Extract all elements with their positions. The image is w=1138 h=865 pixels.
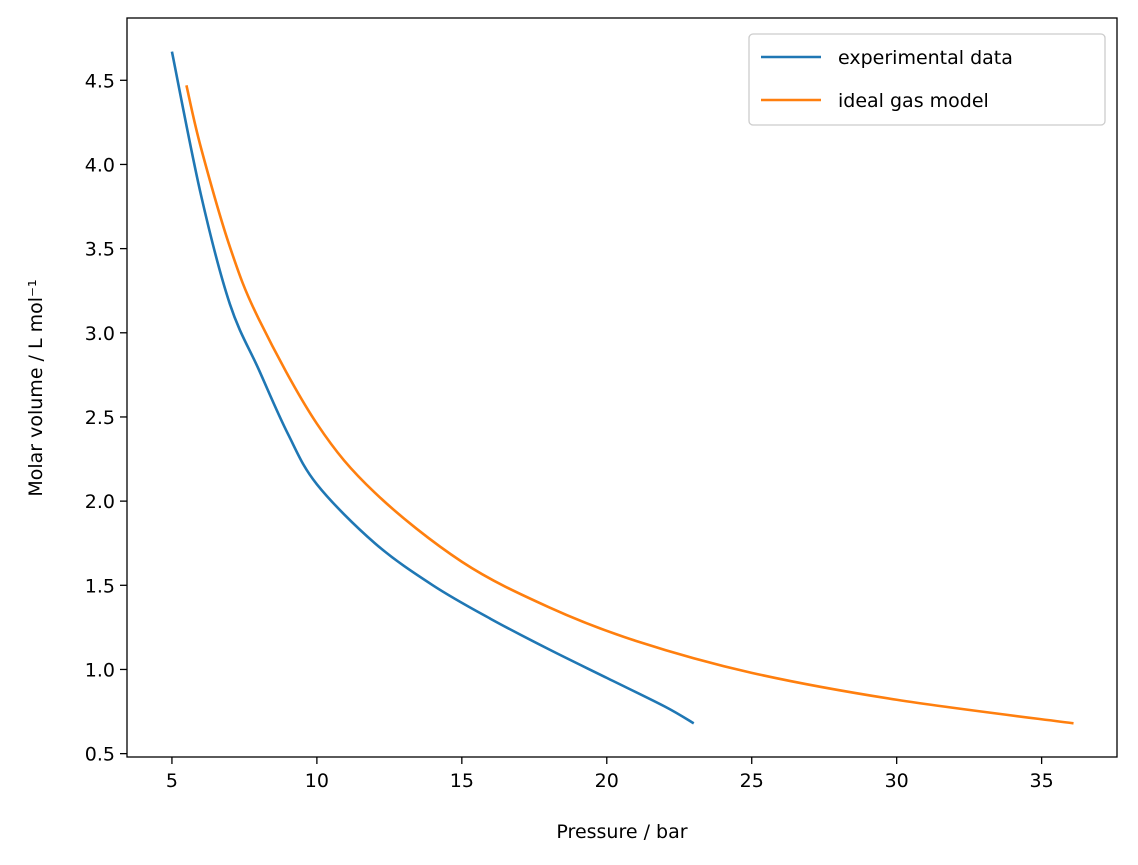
x-tick-label: 20 xyxy=(595,770,619,792)
x-tick-label: 5 xyxy=(166,770,178,792)
x-tick-label: 30 xyxy=(885,770,909,792)
x-tick-label: 10 xyxy=(305,770,329,792)
axes-frame xyxy=(126,17,1118,758)
y-tick-label: 1.5 xyxy=(85,575,115,597)
y-tick-label: 1.0 xyxy=(85,659,115,681)
x-tick-label: 15 xyxy=(450,770,474,792)
series-line-ideal-gas xyxy=(185,85,1074,725)
legend-box xyxy=(748,33,1106,126)
x-axis-ticks: 5 10 15 20 25 30 35 xyxy=(166,757,1054,792)
legend-label-experimental: experimental data xyxy=(838,47,1013,69)
x-axis-label: Pressure / bar xyxy=(556,821,687,843)
y-tick-label: 2.0 xyxy=(85,491,115,513)
y-axis-ticks: 0.5 1.0 1.5 2.0 2.5 3.0 3.5 4.0 4.5 xyxy=(85,70,127,766)
y-tick-label: 3.0 xyxy=(85,323,115,345)
legend-label-ideal: ideal gas model xyxy=(838,90,989,112)
y-tick-label: 4.5 xyxy=(85,70,115,92)
y-tick-label: 0.5 xyxy=(85,744,115,766)
y-axis-label: Molar volume / L mol⁻¹ xyxy=(25,279,47,496)
y-tick-label: 2.5 xyxy=(85,407,115,429)
x-tick-label: 25 xyxy=(740,770,764,792)
legend: experimental data ideal gas model xyxy=(748,33,1106,126)
series-line-experimental xyxy=(170,51,695,725)
x-tick-label: 35 xyxy=(1030,770,1054,792)
y-tick-label: 3.5 xyxy=(85,239,115,261)
plot-lines xyxy=(170,51,1074,725)
y-tick-label: 4.0 xyxy=(85,154,115,176)
